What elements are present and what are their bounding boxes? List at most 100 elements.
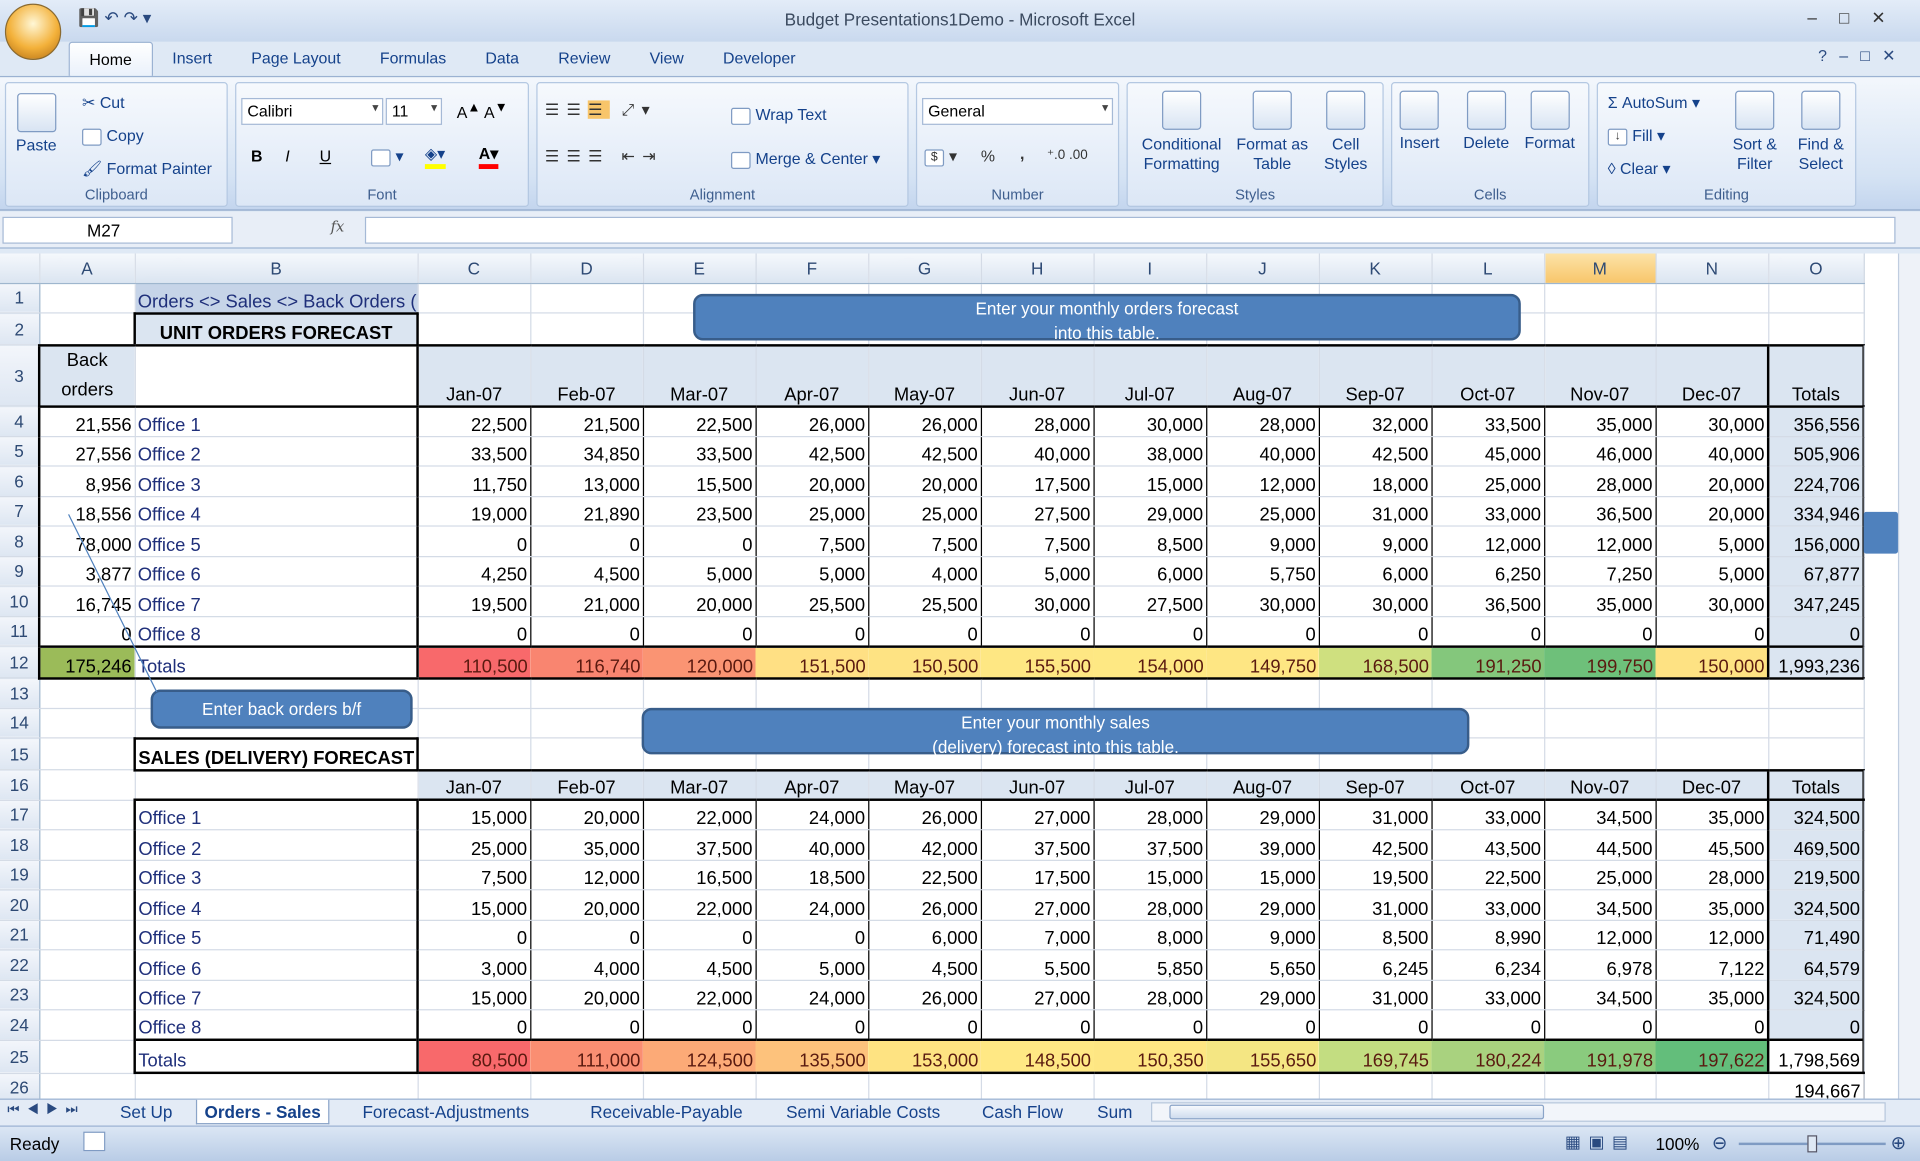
row-header[interactable]: 13 — [0, 677, 40, 709]
order-value[interactable]: 25,000 — [1431, 465, 1545, 497]
order-value[interactable]: 5,000 — [1655, 526, 1769, 557]
sales-month-total[interactable]: 169,745 — [1318, 1038, 1432, 1075]
order-value[interactable]: 0 — [1655, 616, 1769, 647]
sales-grand-total[interactable]: 1,798,569 — [1766, 1038, 1865, 1075]
order-value[interactable]: 0 — [980, 616, 1095, 647]
sales-value[interactable]: 26,000 — [868, 979, 982, 1011]
month-header[interactable]: Jan-07 — [417, 769, 531, 801]
sales-value[interactable]: 6,245 — [1318, 949, 1433, 981]
column-header-L[interactable]: L — [1431, 253, 1545, 284]
sales-value[interactable]: 7,000 — [980, 919, 1095, 951]
sales-value[interactable]: 5,850 — [1093, 949, 1207, 981]
cell[interactable] — [1655, 282, 1769, 314]
office-name[interactable]: Office 6 — [134, 556, 419, 587]
sales-value[interactable]: 7,500 — [417, 859, 531, 891]
sales-value[interactable]: 6,234 — [1431, 949, 1545, 981]
order-value[interactable]: 45,000 — [1431, 435, 1545, 467]
sales-value[interactable]: 37,500 — [1093, 829, 1207, 861]
row26-total[interactable]: 194,667 — [1767, 1072, 1865, 1099]
vertical-align-buttons[interactable]: ☰☰☰ ⤢▾ — [544, 100, 657, 119]
order-value[interactable]: 28,000 — [980, 405, 1095, 437]
sales-total[interactable]: 324,500 — [1766, 889, 1865, 921]
sales-month-total[interactable]: 197,622 — [1655, 1038, 1769, 1075]
row-header[interactable]: 26 — [0, 1072, 40, 1099]
order-value[interactable]: 0 — [1318, 616, 1433, 647]
back-orders-value[interactable]: 3,877 — [37, 556, 136, 587]
sales-value[interactable]: 15,000 — [417, 889, 531, 921]
order-value[interactable]: 25,500 — [868, 586, 982, 617]
sales-value[interactable]: 0 — [417, 919, 531, 951]
horizontal-align-buttons[interactable]: ☰☰☰ ⇤⇥ — [544, 146, 663, 166]
column-header-E[interactable]: E — [642, 253, 757, 284]
zoom-out-button[interactable]: ⊖ — [1711, 1132, 1728, 1154]
sales-value[interactable]: 7,122 — [1655, 949, 1769, 981]
cell[interactable] — [530, 282, 644, 314]
back-orders-callout[interactable]: Enter back orders b/f — [150, 689, 413, 729]
sales-value[interactable]: 8,000 — [1093, 919, 1207, 951]
cell[interactable] — [1544, 677, 1657, 709]
font-name-select[interactable]: Calibri — [241, 97, 384, 125]
cell-B3[interactable] — [134, 344, 419, 408]
office-name[interactable]: Office 3 — [133, 859, 419, 891]
sales-totals-label[interactable]: Totals — [133, 1038, 419, 1075]
office-name[interactable]: Office 5 — [133, 919, 419, 951]
cell[interactable] — [530, 312, 644, 346]
macro-record-icon[interactable] — [83, 1131, 106, 1152]
sales-value[interactable]: 20,000 — [530, 889, 644, 921]
row-header[interactable]: 10 — [0, 586, 40, 617]
month-header[interactable]: Feb-07 — [530, 344, 644, 408]
cell[interactable] — [1093, 1072, 1207, 1099]
cell[interactable] — [1206, 1072, 1320, 1099]
cell[interactable] — [39, 737, 136, 771]
row-header[interactable]: 8 — [0, 526, 40, 557]
order-value[interactable]: 6,000 — [1318, 556, 1433, 587]
order-value[interactable]: 40,000 — [1206, 435, 1320, 467]
orders-header[interactable]: UNIT ORDERS FORECAST — [133, 311, 419, 346]
order-total[interactable]: 224,706 — [1766, 465, 1865, 497]
month-header[interactable]: Mar-07 — [642, 769, 757, 801]
sales-value[interactable]: 22,000 — [642, 889, 757, 921]
orders-month-total[interactable]: 149,750 — [1206, 644, 1319, 680]
sales-value[interactable]: 22,500 — [868, 859, 982, 891]
sales-value[interactable]: 25,000 — [417, 829, 531, 861]
cell[interactable] — [1768, 312, 1865, 346]
cut-button[interactable]: ✂ Cut — [82, 93, 125, 112]
row-header[interactable]: 23 — [0, 979, 40, 1011]
column-header-H[interactable]: H — [980, 253, 1095, 284]
row-header[interactable]: 1 — [0, 282, 40, 314]
totals-header[interactable]: Totals — [1766, 343, 1865, 408]
office-button[interactable] — [4, 3, 62, 61]
column-header-O[interactable]: O — [1768, 253, 1865, 284]
merge-center-button[interactable]: Merge & Center ▾ — [731, 149, 880, 169]
order-value[interactable]: 33,500 — [642, 435, 757, 467]
order-value[interactable]: 26,000 — [868, 405, 982, 437]
sales-month-total[interactable]: 191,978 — [1544, 1038, 1656, 1075]
cell[interactable] — [1544, 1072, 1657, 1099]
name-box[interactable]: M27 — [2, 216, 233, 244]
sales-value[interactable]: 44,500 — [1544, 829, 1657, 861]
vertical-scrollbar[interactable] — [1897, 253, 1920, 1099]
cell[interactable] — [1431, 1072, 1545, 1099]
order-value[interactable]: 25,000 — [755, 496, 869, 527]
format-as-table-button[interactable]: Format as Table — [1233, 90, 1311, 174]
sales-value[interactable]: 9,000 — [1206, 919, 1320, 951]
cell[interactable] — [530, 1072, 644, 1099]
order-value[interactable]: 28,000 — [1206, 405, 1320, 437]
ribbon-tab-developer[interactable]: Developer — [723, 48, 796, 68]
cell[interactable] — [39, 1009, 136, 1041]
month-header[interactable]: Aug-07 — [1206, 769, 1320, 801]
order-value[interactable]: 30,000 — [1093, 405, 1207, 437]
cell[interactable] — [39, 769, 136, 801]
order-value[interactable]: 0 — [755, 616, 869, 647]
order-value[interactable]: 42,500 — [868, 435, 982, 467]
zoom-slider[interactable] — [1738, 1135, 1886, 1153]
cell[interactable] — [39, 859, 136, 891]
month-header[interactable]: Oct-07 — [1431, 769, 1545, 801]
cell[interactable] — [1431, 677, 1545, 709]
order-value[interactable]: 0 — [530, 616, 644, 647]
clear-button[interactable]: ◊ Clear ▾ — [1607, 159, 1671, 178]
sales-value[interactable]: 34,500 — [1544, 889, 1657, 921]
order-value[interactable]: 12,000 — [1431, 526, 1545, 557]
window-controls[interactable]: –□✕ — [1807, 7, 1908, 27]
sales-value[interactable]: 0 — [1655, 1009, 1769, 1041]
